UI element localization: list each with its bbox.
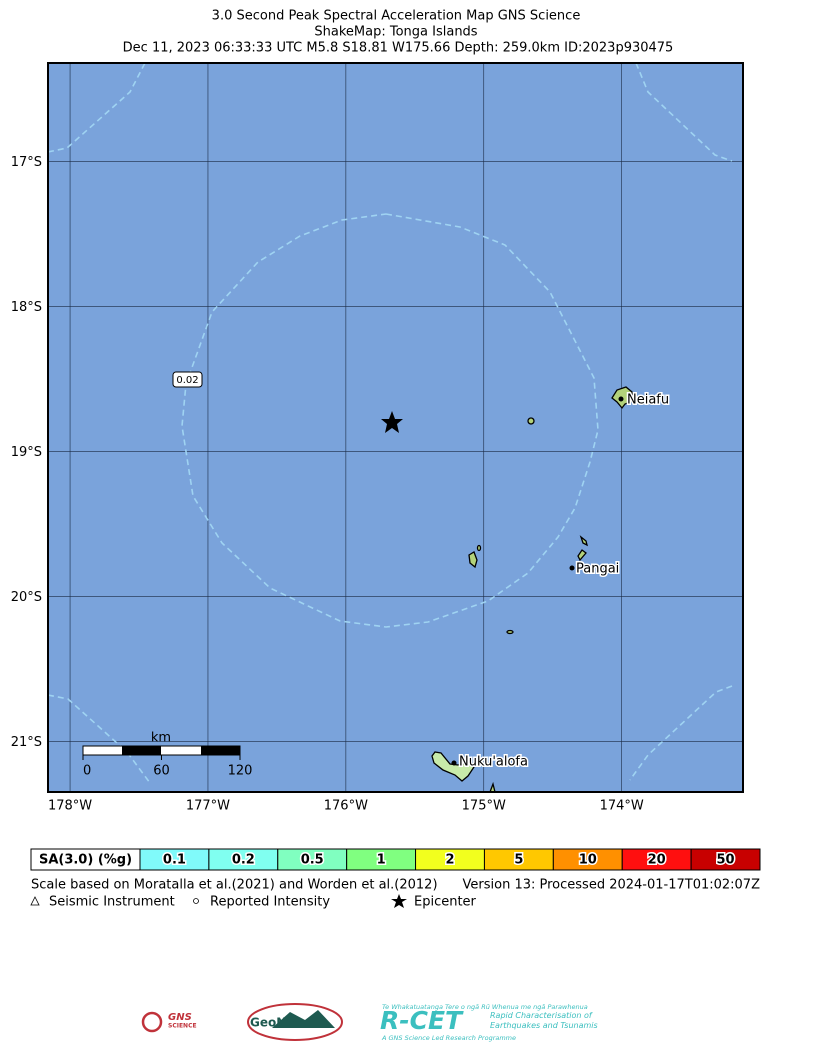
contour bbox=[48, 63, 146, 153]
version-note: Version 13: Processed 2024-01-17T01:02:0… bbox=[463, 878, 761, 893]
map-frame bbox=[47, 62, 744, 793]
contour bbox=[48, 694, 151, 784]
logos: GNS SCIENCE GeoNet Te Whakatuatanga Tere… bbox=[141, 1003, 598, 1042]
rcet-side-box: Rapid Characterisation of Earthquakes an… bbox=[490, 1011, 598, 1030]
title: 3.0 Second Peak Spectral Acceleration Ma… bbox=[212, 9, 581, 24]
legend-cell-label: 10 bbox=[579, 853, 597, 868]
legend-cell-label: 0.2 bbox=[232, 853, 255, 868]
lon-tick-label: 175°W bbox=[462, 799, 506, 814]
legend-cell-label: 50 bbox=[717, 853, 735, 868]
scale-tick-label: 60 bbox=[153, 764, 170, 779]
lat-tick-label: 17°S bbox=[11, 155, 42, 170]
place-label: Nuku'alofa bbox=[459, 755, 528, 770]
rcet-logo: R-CET bbox=[380, 1006, 464, 1035]
intensity-symbol bbox=[193, 898, 199, 904]
place-label: Pangai bbox=[576, 562, 619, 577]
epicenter-symbol bbox=[391, 894, 407, 908]
contours bbox=[48, 63, 733, 784]
place-dot bbox=[618, 396, 624, 402]
geonet-ring bbox=[247, 1003, 343, 1041]
scale-bar-segment bbox=[122, 746, 161, 755]
places: Neiafu Pangai Nuku'alofa bbox=[451, 391, 671, 771]
legend-cell-label: 1 bbox=[377, 853, 386, 868]
symbol-label: Seismic Instrument bbox=[49, 895, 175, 910]
contour bbox=[629, 685, 733, 781]
gns-logo: GNS bbox=[168, 1012, 192, 1023]
geonet-mountain bbox=[272, 1010, 335, 1028]
lat-tick-label: 20°S bbox=[11, 590, 42, 605]
contour-label: 0.02 bbox=[176, 375, 198, 386]
place-label: Neiafu bbox=[627, 393, 669, 408]
gns-logo-sub: SCIENCE bbox=[168, 1023, 197, 1030]
legend: SA(3.0) (%g) 0.1 0.2 0.5 1 2 5 10 20 50 bbox=[30, 848, 761, 871]
island bbox=[579, 535, 588, 547]
scale-bar: km 0 60 120 bbox=[82, 731, 253, 779]
lon-tick-label: 177°W bbox=[186, 799, 230, 814]
symbol-label: Reported Intensity bbox=[210, 895, 330, 910]
legend-cell-label: 5 bbox=[514, 853, 523, 868]
epicenter bbox=[381, 411, 403, 433]
island bbox=[506, 629, 514, 635]
legend-cell-label: 0.1 bbox=[163, 853, 186, 868]
lon-tick-label: 176°W bbox=[324, 799, 368, 814]
scale-note: Scale based on Moratalla et al.(2021) an… bbox=[31, 878, 438, 893]
contour bbox=[181, 213, 599, 628]
island bbox=[577, 549, 587, 562]
lat-tick-label: 21°S bbox=[11, 735, 42, 750]
contour-label-box: 0.02 bbox=[172, 371, 203, 388]
lon-tick-label: 174°W bbox=[600, 799, 644, 814]
rcet-footer: A GNS Science Led Research Programme bbox=[381, 1034, 516, 1042]
place-dot bbox=[451, 760, 457, 766]
lat-tick-label: 19°S bbox=[11, 445, 42, 460]
island bbox=[527, 417, 535, 425]
lat-tick-label: 18°S bbox=[11, 300, 42, 315]
lon-tick-label: 178°W bbox=[48, 799, 92, 814]
legend-cell-label: 2 bbox=[445, 853, 454, 868]
legend-cell-label: 20 bbox=[648, 853, 666, 868]
scale-unit: km bbox=[151, 731, 171, 746]
scale-tick-label: 120 bbox=[228, 764, 253, 779]
island bbox=[476, 544, 482, 552]
legend-cell bbox=[690, 848, 761, 871]
geonet-logo: GeoNet bbox=[250, 1016, 300, 1030]
scale-tick-label: 0 bbox=[83, 764, 91, 779]
symbol-label: Epicenter bbox=[414, 895, 477, 910]
legend-label: SA(3.0) (%g) bbox=[39, 853, 132, 868]
axes: 178°W 177°W 176°W 175°W 174°W 17°S 18°S 19°S 20°… bbox=[11, 155, 644, 813]
label-box bbox=[172, 371, 203, 388]
grid bbox=[48, 63, 743, 792]
gns-logo-mark bbox=[141, 1011, 163, 1033]
place-dot bbox=[569, 565, 575, 571]
island bbox=[431, 751, 475, 782]
legend-cell-label: 0.5 bbox=[301, 853, 324, 868]
rcet-tagline: Te Whakatuatanga Tere o ngā Rū Whenua me… bbox=[382, 1003, 588, 1011]
island bbox=[468, 551, 478, 569]
scale-bar-segment bbox=[201, 746, 240, 755]
event-info: Dec 11, 2023 06:33:33 UTC M5.8 S18.81 W1… bbox=[123, 41, 674, 56]
instrument-symbol bbox=[30, 896, 40, 906]
rcet-side: Rapid Characterisation of Earthquakes an… bbox=[490, 1011, 598, 1030]
subtitle: ShakeMap: Tonga Islands bbox=[314, 25, 477, 40]
contour bbox=[635, 63, 733, 162]
